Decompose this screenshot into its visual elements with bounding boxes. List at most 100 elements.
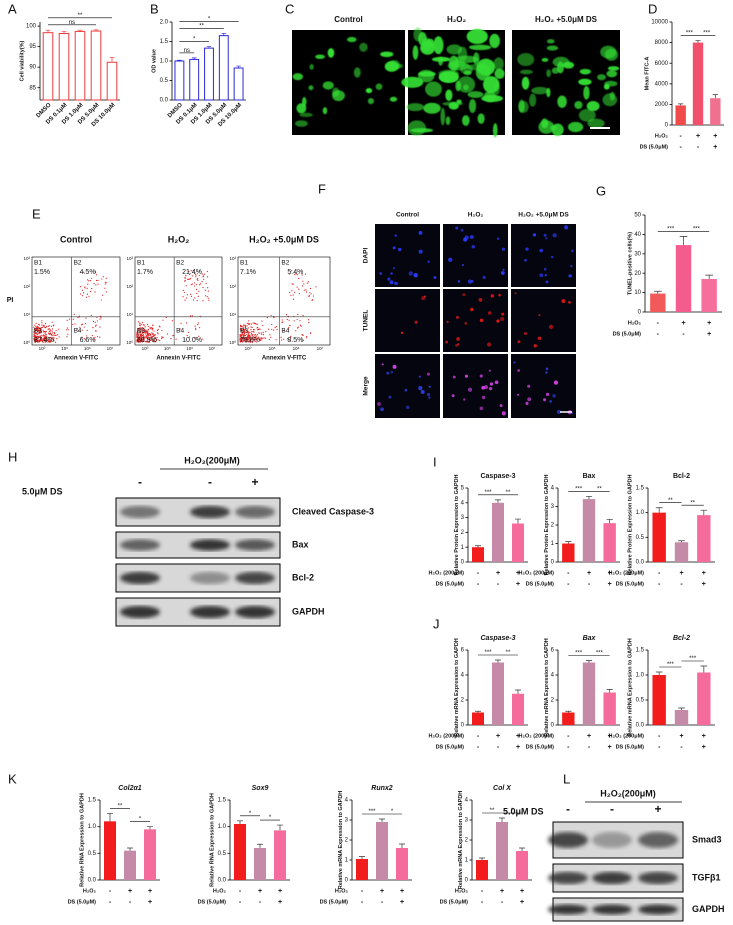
- condition-label: DS (5.0μM): [640, 144, 669, 150]
- quadrant-name: B4: [281, 328, 289, 335]
- error-bar: [93, 29, 99, 32]
- nucleus: [543, 398, 547, 402]
- event-dot: [137, 341, 139, 343]
- event-dot: [47, 341, 49, 343]
- nucleus: [549, 399, 553, 403]
- bar: [692, 42, 704, 125]
- cell: [489, 33, 500, 49]
- condition-mark: +: [500, 888, 504, 895]
- event-dot: [97, 283, 99, 285]
- significance-label: ***: [596, 651, 604, 657]
- event-dot: [58, 336, 60, 338]
- event-dot: [242, 338, 245, 340]
- significance-label: ***: [368, 809, 376, 815]
- event-dot: [86, 329, 88, 332]
- event-dot: [141, 339, 143, 341]
- event-dot: [48, 325, 50, 327]
- nucleus: [488, 311, 492, 315]
- event-dot: [259, 337, 261, 339]
- nucleus: [498, 293, 501, 297]
- nucleus: [537, 336, 542, 341]
- cell: [468, 44, 492, 51]
- event-dot: [197, 295, 199, 297]
- event-dot: [41, 339, 43, 342]
- event-dot: [194, 327, 197, 329]
- event-dot: [196, 277, 199, 280]
- error-bar: [236, 65, 241, 69]
- y-tick-label: 3: [345, 818, 349, 824]
- event-dot: [296, 274, 299, 276]
- event-dot: [52, 334, 54, 336]
- event-dot: [198, 290, 200, 292]
- event-dot: [311, 299, 314, 301]
- condition-mark: +: [608, 744, 612, 751]
- condition-mark: +: [400, 888, 404, 895]
- bar: [650, 293, 666, 312]
- event-dot: [190, 295, 193, 297]
- condition-label: H₂O₂ (200μM): [609, 570, 645, 576]
- event-dot: [253, 340, 255, 342]
- condition-label: DS (5.0μM): [436, 744, 465, 750]
- nucleus: [517, 369, 521, 372]
- event-dot: [197, 324, 199, 326]
- event-dot: [144, 326, 146, 328]
- event-dot: [66, 336, 68, 338]
- nucleus: [490, 294, 495, 298]
- event-dot: [148, 337, 150, 340]
- nucleus: [539, 273, 544, 278]
- nucleus: [524, 258, 527, 262]
- event-dot: [244, 325, 246, 328]
- event-dot: [208, 299, 210, 301]
- y-tick-label: 0.5: [160, 78, 169, 84]
- error-bar: [77, 29, 83, 32]
- event-dot: [143, 324, 145, 326]
- event-dot: [150, 337, 152, 339]
- event-dot: [240, 328, 242, 330]
- event-dot: [66, 319, 68, 321]
- event-dot: [275, 339, 277, 341]
- event-dot: [252, 328, 255, 331]
- event-dot: [94, 325, 97, 327]
- error-bar: [221, 32, 227, 36]
- nucleus: [463, 398, 466, 401]
- cell: [557, 95, 567, 108]
- event-dot: [141, 323, 143, 325]
- nucleus: [446, 320, 449, 324]
- event-dot: [146, 323, 149, 326]
- condition-label: H₂O₂ (200μM): [609, 733, 645, 739]
- event-dot: [297, 313, 299, 315]
- cell: [394, 63, 403, 69]
- y-tick-label: 6000: [655, 61, 669, 67]
- event-dot: [256, 341, 258, 343]
- event-dot: [256, 327, 258, 329]
- y-tick-label: 10¹: [229, 312, 236, 317]
- event-dot: [283, 338, 285, 340]
- cell: [417, 69, 435, 83]
- event-dot: [244, 324, 246, 326]
- event-dot: [194, 297, 196, 299]
- nucleus: [418, 385, 423, 391]
- event-dot: [45, 340, 47, 342]
- event-dot: [83, 271, 85, 273]
- condition-mark: +: [608, 733, 612, 740]
- event-dot: [250, 326, 252, 328]
- event-dot: [245, 338, 247, 340]
- error-bar: [257, 843, 263, 848]
- bar: [58, 32, 70, 101]
- significance-label: ***: [693, 226, 701, 232]
- nucleus: [389, 280, 394, 285]
- nucleus: [390, 370, 394, 374]
- event-dot: [273, 329, 275, 331]
- event-dot: [202, 275, 205, 277]
- y-tick-label: 4: [465, 798, 469, 804]
- error-bar: [655, 507, 663, 513]
- x-tick-label: 10⁷: [209, 346, 216, 351]
- event-dot: [239, 324, 242, 326]
- event-dot: [288, 273, 291, 275]
- event-dot: [36, 338, 38, 340]
- event-dot: [239, 339, 241, 341]
- y-axis-label: OD value: [151, 49, 157, 73]
- nucleus: [478, 297, 483, 302]
- event-dot: [33, 338, 35, 340]
- condition-label: H₂O₂: [83, 888, 97, 894]
